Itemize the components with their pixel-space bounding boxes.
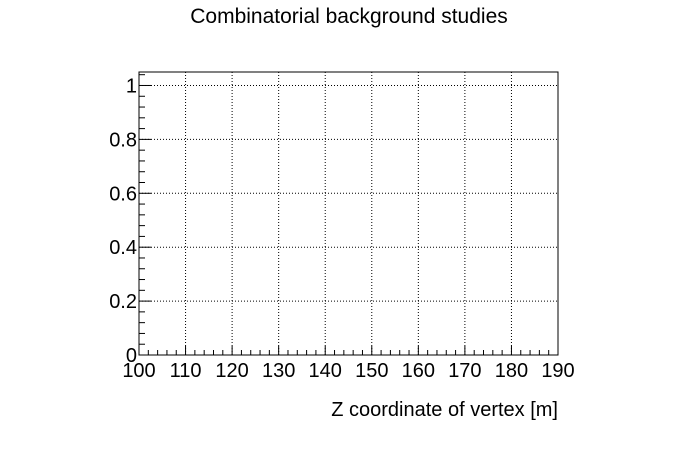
x-tick-label: 170 [448,360,481,382]
x-tick-label: 190 [541,360,574,382]
y-tick-label: 0 [126,345,137,367]
grid [139,72,558,355]
y-tick-label: 0.4 [109,237,137,259]
x-tick-label: 160 [402,360,435,382]
x-tick-label: 150 [355,360,388,382]
x-tick-label: 120 [215,360,248,382]
y-tick-label: 1 [126,75,137,97]
y-tick-label: 0.6 [109,183,137,205]
x-axis-title: Z coordinate of vertex [m] [331,399,558,421]
x-tick-label: 180 [495,360,528,382]
y-tick-label: 0.8 [109,129,137,151]
x-tick-label: 100 [122,360,155,382]
chart-title: Combinatorial background studies [190,5,508,28]
x-tick-label: 140 [309,360,342,382]
axis-ticks [138,74,559,356]
x-tick-label: 110 [170,360,202,382]
y-tick-label: 0.2 [109,291,137,313]
tick-labels: 100 110 120 130 140 150 160 170 180 190 0 0.2 0.4 0.6… [109,75,575,382]
x-tick-label: 130 [262,360,295,382]
plot-frame [138,71,559,356]
